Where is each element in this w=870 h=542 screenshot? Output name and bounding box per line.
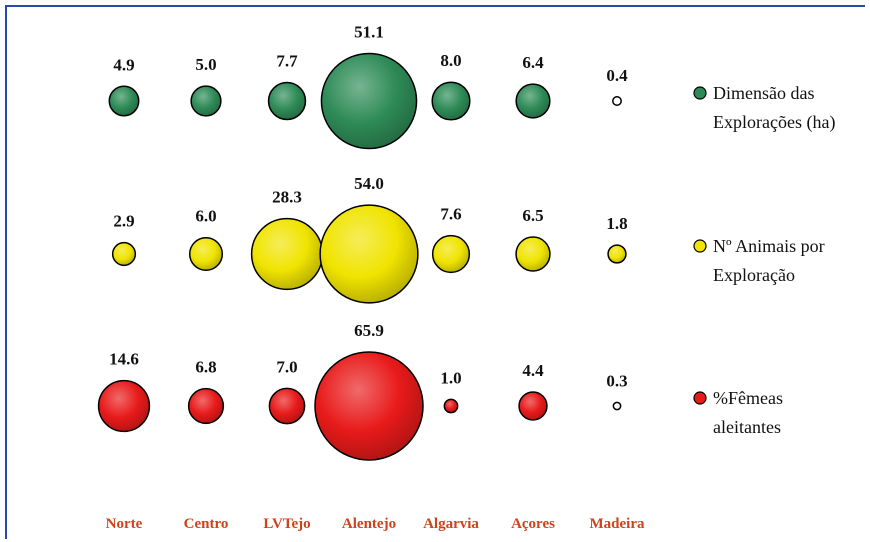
bubble-2-lvtejo [268, 387, 306, 425]
bubble-1-alentejo [319, 204, 419, 304]
data-label-2-5: 4.4 [522, 361, 544, 380]
data-label-2-4: 1.0 [440, 368, 461, 387]
legend-marker-1 [693, 239, 707, 253]
category-label-norte: Norte [106, 516, 143, 532]
bubble-1-norte [111, 241, 137, 267]
bubble-1-algarvia [431, 234, 471, 274]
legend-label-2-0: %Fêmeas [713, 388, 783, 408]
bubble-1-madeira [607, 244, 627, 264]
data-label-1-4: 7.6 [440, 205, 461, 224]
data-label-2-0: 14.6 [109, 350, 139, 369]
legend-label-0-0: Dimensão das [713, 83, 814, 103]
bubble-2-alentejo [314, 351, 424, 461]
data-label-0-0: 4.9 [113, 55, 134, 74]
data-label-1-2: 28.3 [272, 188, 302, 207]
data-label-1-1: 6.0 [195, 207, 216, 226]
data-label-1-3: 54.0 [354, 174, 384, 193]
data-label-0-5: 6.4 [522, 53, 544, 72]
category-label-lvtejo: LVTejo [263, 516, 310, 532]
category-label-centro: Centro [184, 516, 229, 532]
bubble-0-algarvia [431, 81, 471, 121]
data-label-2-1: 6.8 [195, 358, 216, 377]
category-label-açores: Açores [511, 516, 555, 532]
legend-label-1-1: Exploração [713, 265, 795, 285]
category-label-alentejo: Alentejo [342, 516, 396, 532]
data-label-1-0: 2.9 [113, 212, 134, 231]
bubble-2-norte [97, 379, 151, 433]
bubble-0-madeira [612, 96, 622, 106]
bubble-1-centro [188, 236, 224, 272]
category-label-algarvia: Algarvia [423, 516, 479, 532]
legend-label-1-0: Nº Animais por [713, 236, 825, 256]
bubble-0-centro [190, 85, 222, 117]
data-label-0-6: 0.4 [606, 66, 628, 85]
data-label-1-5: 6.5 [522, 206, 543, 225]
data-label-1-6: 1.8 [606, 214, 627, 233]
chart-frame [5, 5, 865, 539]
data-label-0-3: 51.1 [354, 22, 384, 41]
bubble-1-lvtejo [250, 217, 324, 291]
legend-label-0-1: Explorações (ha) [713, 112, 835, 133]
data-label-2-3: 65.9 [354, 321, 384, 340]
bubble-0-norte [108, 85, 140, 117]
bubble-2-açores [518, 391, 548, 421]
bubble-1-açores [515, 236, 551, 272]
bubble-0-açores [515, 83, 551, 119]
data-label-0-4: 8.0 [440, 51, 461, 70]
bubble-2-centro [187, 387, 225, 425]
data-label-0-2: 7.7 [276, 52, 298, 71]
category-label-madeira: Madeira [590, 516, 645, 532]
data-label-0-1: 5.0 [195, 55, 216, 74]
data-label-2-2: 7.0 [276, 357, 297, 376]
data-label-2-6: 0.3 [606, 371, 627, 390]
bubble-2-madeira [612, 401, 622, 411]
bubble-0-alentejo [320, 52, 418, 150]
legend-marker-2 [693, 391, 707, 405]
bubble-2-algarvia [443, 398, 459, 414]
legend-label-2-1: aleitantes [713, 417, 781, 437]
legend-marker-0 [693, 86, 707, 100]
bubble-0-lvtejo [267, 81, 307, 121]
